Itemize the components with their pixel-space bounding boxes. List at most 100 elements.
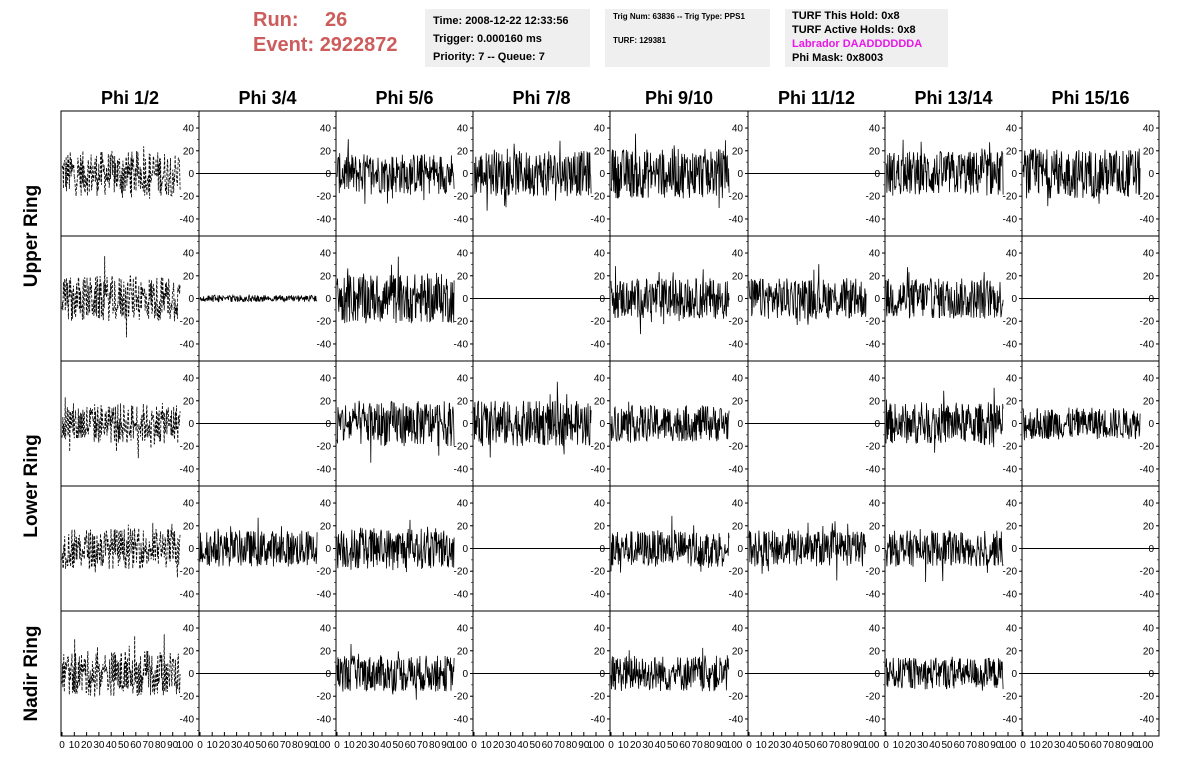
y-tick-label: -40 (866, 589, 881, 600)
y-tick-label: -40 (317, 589, 332, 600)
x-tick-label: 50 (941, 740, 953, 751)
waveform (748, 264, 867, 326)
y-tick-label: 20 (183, 396, 195, 407)
x-tick-label: 40 (1066, 740, 1078, 751)
x-tick-label: 0 (746, 740, 752, 751)
y-tick-label: -40 (729, 339, 744, 350)
y-tick-label: 0 (599, 419, 605, 430)
turf-text: TURF: 129381 (613, 36, 666, 45)
priority-text: Priority: 7 -- Queue: 7 (433, 51, 545, 63)
y-tick-label: 40 (594, 499, 606, 510)
x-tick-label: 0 (59, 740, 65, 751)
y-tick-label: -20 (180, 692, 195, 703)
y-tick-label: 0 (188, 294, 194, 305)
y-tick-label: 40 (320, 124, 332, 135)
turf-active-holds-text: TURF Active Holds: 0x8 (792, 24, 916, 36)
x-tick-label: 0 (197, 740, 203, 751)
y-tick-label: 20 (594, 271, 606, 282)
y-tick-label: -20 (454, 567, 469, 578)
y-tick-label: -40 (1003, 589, 1018, 600)
y-tick-label: 40 (1006, 249, 1018, 260)
y-tick-label: 40 (1006, 374, 1018, 385)
x-tick-label: 50 (392, 740, 404, 751)
y-tick-label: -40 (454, 464, 469, 475)
y-tick-label: -40 (1140, 464, 1155, 475)
y-tick-label: -40 (180, 339, 195, 350)
y-tick-label: 0 (1011, 419, 1017, 430)
y-tick-label: -20 (729, 692, 744, 703)
waveform (610, 515, 730, 573)
x-tick-label: 20 (356, 740, 368, 751)
y-tick-label: 20 (1006, 146, 1018, 157)
column-title: Phi 5/6 (375, 88, 433, 108)
dashed-waveform (61, 397, 181, 459)
y-tick-label: -20 (1003, 442, 1018, 453)
y-tick-label: 0 (1011, 294, 1017, 305)
x-tick-label: 40 (792, 740, 804, 751)
y-tick-label: -40 (866, 714, 881, 725)
y-tick-label: 20 (1006, 521, 1018, 532)
y-tick-label: -20 (866, 442, 881, 453)
y-tick-label: 40 (457, 124, 469, 135)
y-tick-label: 20 (594, 146, 606, 157)
y-tick-label: -20 (729, 192, 744, 203)
x-tick-label: 70 (966, 740, 978, 751)
y-tick-label: -40 (866, 214, 881, 225)
y-tick-label: -40 (1003, 464, 1018, 475)
x-tick-label: 40 (655, 740, 667, 751)
x-tick-label: 80 (292, 740, 304, 751)
y-tick-label: -40 (180, 214, 195, 225)
x-tick-label: 40 (106, 740, 118, 751)
y-tick-label: 20 (594, 396, 606, 407)
y-tick-label: 20 (869, 146, 881, 157)
y-tick-label: 0 (874, 669, 880, 680)
dashed-waveform (61, 522, 181, 578)
y-tick-label: 20 (1143, 396, 1155, 407)
time-text: Time: 2008-12-22 12:33:56 (433, 15, 569, 27)
y-tick-label: -40 (591, 714, 606, 725)
y-tick-label: 40 (183, 374, 195, 385)
y-tick-label: 40 (1143, 249, 1155, 260)
waveform (336, 643, 455, 700)
x-tick-label: 100 (726, 740, 743, 751)
y-tick-label: 20 (594, 521, 606, 532)
x-tick-label: 20 (219, 740, 231, 751)
x-tick-label: 20 (81, 740, 93, 751)
x-tick-label: 60 (954, 740, 966, 751)
y-tick-label: 40 (457, 374, 469, 385)
x-tick-label: 30 (642, 740, 654, 751)
x-tick-label: 30 (368, 740, 380, 751)
y-tick-label: 0 (462, 169, 468, 180)
y-tick-label: -20 (1140, 692, 1155, 703)
y-tick-label: -40 (317, 464, 332, 475)
x-tick-label: 100 (588, 740, 605, 751)
waveform (610, 401, 730, 443)
x-tick-label: 30 (1054, 740, 1066, 751)
y-tick-label: 20 (1006, 271, 1018, 282)
waveform (336, 256, 455, 324)
x-tick-label: 50 (529, 740, 541, 751)
x-tick-label: 30 (93, 740, 105, 751)
y-tick-label: 40 (732, 499, 744, 510)
y-tick-label: -20 (180, 567, 195, 578)
y-tick-label: 20 (732, 396, 744, 407)
x-tick-label: 70 (554, 740, 566, 751)
y-tick-label: -40 (866, 339, 881, 350)
y-tick-label: 0 (188, 419, 194, 430)
x-tick-label: 50 (804, 740, 816, 751)
y-tick-label: 40 (1143, 624, 1155, 635)
x-tick-label: 20 (493, 740, 505, 751)
y-tick-label: -20 (180, 317, 195, 328)
x-tick-label: 100 (177, 740, 194, 751)
y-tick-label: 0 (462, 669, 468, 680)
y-tick-label: -40 (317, 339, 332, 350)
y-tick-label: -20 (317, 442, 332, 453)
x-tick-label: 70 (143, 740, 155, 751)
y-tick-label: 40 (1006, 499, 1018, 510)
x-tick-label: 60 (268, 740, 280, 751)
y-tick-label: 20 (320, 521, 332, 532)
y-tick-label: -20 (1003, 317, 1018, 328)
waveform (610, 266, 730, 335)
x-tick-label: 0 (1020, 740, 1026, 751)
y-tick-label: 40 (183, 124, 195, 135)
